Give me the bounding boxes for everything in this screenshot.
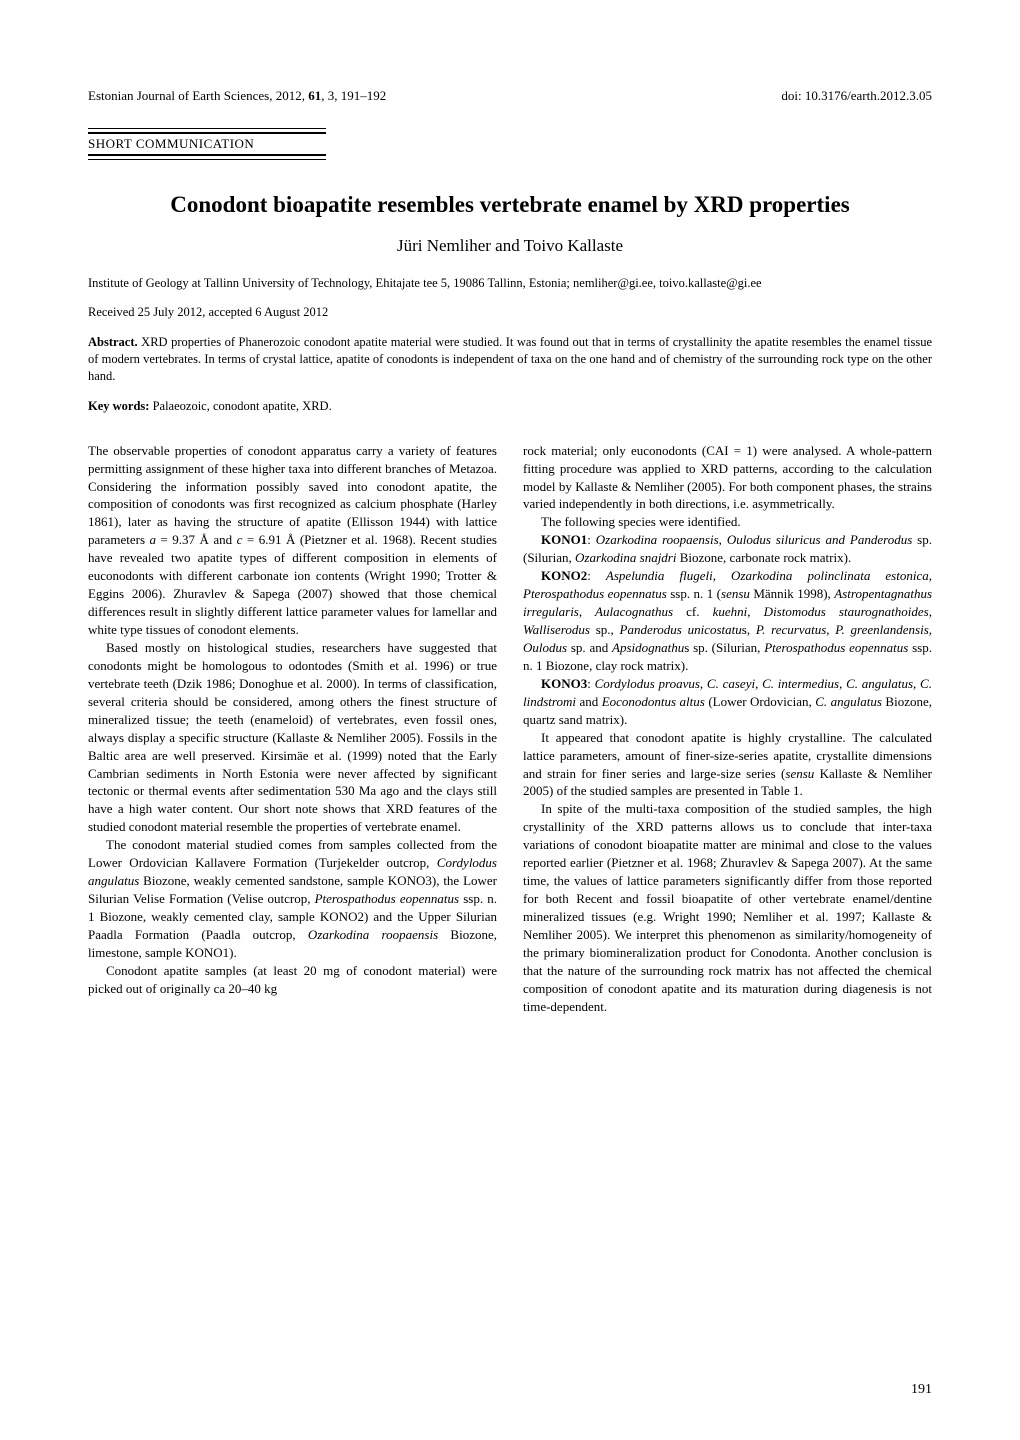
body-paragraph: The conodont material studied comes from…	[88, 836, 497, 962]
authors: Jüri Nemliher and Toivo Kallaste	[88, 236, 932, 256]
issue-pages: , 3, 191–192	[321, 88, 386, 103]
body-paragraph: Based mostly on histological studies, re…	[88, 639, 497, 836]
body-paragraph: rock material; only euconodonts (CAI = 1…	[523, 442, 932, 514]
body-paragraph: KONO1: Ozarkodina roopaensis, Oulodus si…	[523, 531, 932, 567]
doi: doi: 10.3176/earth.2012.3.05	[781, 88, 932, 104]
running-header: Estonian Journal of Earth Sciences, 2012…	[88, 88, 932, 104]
body-paragraph: The observable properties of conodont ap…	[88, 442, 497, 639]
body-paragraph: Conodont apatite samples (at least 20 mg…	[88, 962, 497, 998]
abstract-label: Abstract.	[88, 335, 138, 349]
keywords: Key words: Palaeozoic, conodont apatite,…	[88, 399, 932, 414]
keywords-text: Palaeozoic, conodont apatite, XRD.	[149, 399, 331, 413]
article-title: Conodont bioapatite resembles vertebrate…	[88, 192, 932, 218]
keywords-label: Key words:	[88, 399, 149, 413]
right-column: rock material; only euconodonts (CAI = 1…	[523, 442, 932, 1016]
body-paragraph: It appeared that conodont apatite is hig…	[523, 729, 932, 801]
affiliation: Institute of Geology at Tallinn Universi…	[88, 276, 932, 291]
page-number: 191	[911, 1382, 932, 1398]
body-paragraph: KONO3: Cordylodus proavus, C. caseyi, C.…	[523, 675, 932, 729]
journal-ref: Estonian Journal of Earth Sciences, 2012…	[88, 88, 386, 104]
abstract: Abstract. XRD properties of Phanerozoic …	[88, 334, 932, 385]
abstract-text: XRD properties of Phanerozoic conodont a…	[88, 335, 932, 383]
volume: 61	[308, 88, 321, 103]
body-paragraph: KONO2: Aspelundia flugeli, Ozarkodina po…	[523, 567, 932, 675]
body-paragraph: The following species were identified.	[523, 513, 932, 531]
received-date: Received 25 July 2012, accepted 6 August…	[88, 305, 932, 320]
section-label: SHORT COMMUNICATION	[88, 132, 326, 156]
left-column: The observable properties of conodont ap…	[88, 442, 497, 1016]
body-columns: The observable properties of conodont ap…	[88, 442, 932, 1016]
body-paragraph: In spite of the multi-taxa composition o…	[523, 800, 932, 1015]
journal-name: Estonian Journal of Earth Sciences, 2012…	[88, 88, 308, 103]
